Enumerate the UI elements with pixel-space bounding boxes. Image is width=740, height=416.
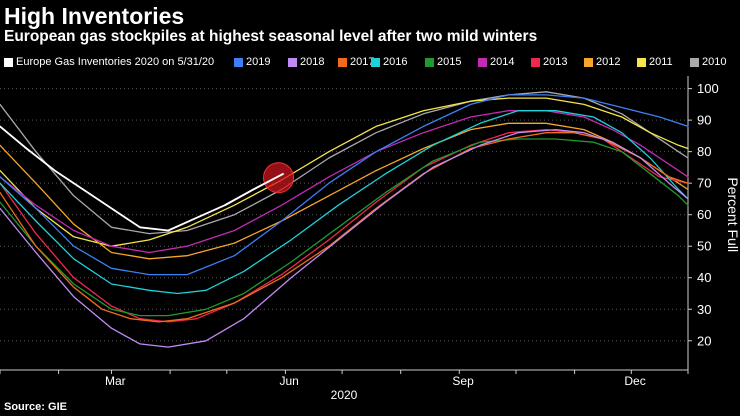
- line-chart: 20 30 40 50 60 70 80 90 100 Mar Jun Sep Dec 2020 Perce…: [0, 76, 740, 400]
- legend-swatch: [234, 57, 243, 67]
- y-tick-label-40: 40: [697, 270, 711, 285]
- chart-subtitle: European gas stockpiles at highest seaso…: [4, 28, 538, 45]
- x-tick-label-mar: Mar: [105, 374, 126, 388]
- legend-swatch: [531, 57, 540, 67]
- legend-label: 2014: [490, 56, 515, 68]
- legend-label: 2017: [350, 56, 375, 68]
- legend-label: 2019: [246, 56, 271, 68]
- legend-label: 2015: [437, 56, 462, 68]
- legend-swatch: [371, 57, 380, 67]
- legend-item: 2014: [478, 55, 514, 69]
- legend-swatch: [690, 57, 699, 67]
- legend-swatch: [338, 57, 347, 67]
- legend-item: 2011: [637, 55, 673, 69]
- legend-item: 2016: [371, 55, 407, 69]
- series-line-2010: [0, 91, 689, 235]
- legend: Europe Gas Inventories 2020 on 5/31/20 20…: [4, 55, 740, 71]
- series-line-2018: [0, 128, 689, 348]
- series-line-current-highlight: [224, 172, 284, 206]
- y-tick-label-20: 20: [697, 333, 711, 348]
- legend-item: 2018: [288, 55, 324, 69]
- series-line-2016: [0, 110, 689, 295]
- legend-swatch: [4, 57, 13, 67]
- legend-swatch: [425, 57, 434, 67]
- legend-item: 2010: [690, 55, 726, 69]
- legend-swatch: [288, 57, 297, 67]
- legend-label: 2013: [543, 56, 568, 68]
- y-axis-label: Percent Full: [725, 177, 740, 252]
- series-line-2014: [0, 110, 689, 254]
- x-axis-label: 2020: [331, 388, 358, 400]
- legend-item: 2017: [338, 55, 374, 69]
- legend-item: 2013: [531, 55, 567, 69]
- y-tick-label-70: 70: [697, 176, 711, 191]
- y-tick-label-50: 50: [697, 239, 711, 254]
- series-line-2013: [0, 128, 689, 323]
- chart-title: High Inventories: [4, 3, 185, 29]
- y-tick-label-80: 80: [697, 144, 711, 159]
- legend-item: 2015: [425, 55, 461, 69]
- source-note: Source: GIE: [4, 401, 67, 413]
- y-tick-label-60: 60: [697, 207, 711, 222]
- legend-label: 2012: [596, 56, 621, 68]
- legend-swatch: [584, 57, 593, 67]
- legend-label: 2018: [300, 56, 325, 68]
- series-line-2015: [0, 138, 689, 317]
- legend-label: 2011: [649, 56, 673, 68]
- y-tick-label-30: 30: [697, 302, 711, 317]
- x-tick-label-jun: Jun: [280, 374, 299, 388]
- legend-swatch: [637, 57, 646, 67]
- legend-item: 2019: [234, 55, 270, 69]
- legend-item: 2012: [584, 55, 620, 69]
- x-tick-label-dec: Dec: [624, 374, 645, 388]
- series-line-2019: [0, 94, 689, 276]
- legend-item: Europe Gas Inventories 2020 on 5/31/20: [4, 55, 214, 69]
- y-tick-label-100: 100: [697, 81, 719, 96]
- x-tick-label-sep: Sep: [452, 374, 474, 388]
- legend-label: 2010: [702, 56, 727, 68]
- highlight-circle: [263, 162, 295, 194]
- legend-label: 2016: [383, 56, 408, 68]
- y-tick-label-90: 90: [697, 113, 711, 128]
- legend-label: Europe Gas Inventories 2020 on 5/31/20: [16, 56, 215, 68]
- legend-swatch: [478, 57, 487, 67]
